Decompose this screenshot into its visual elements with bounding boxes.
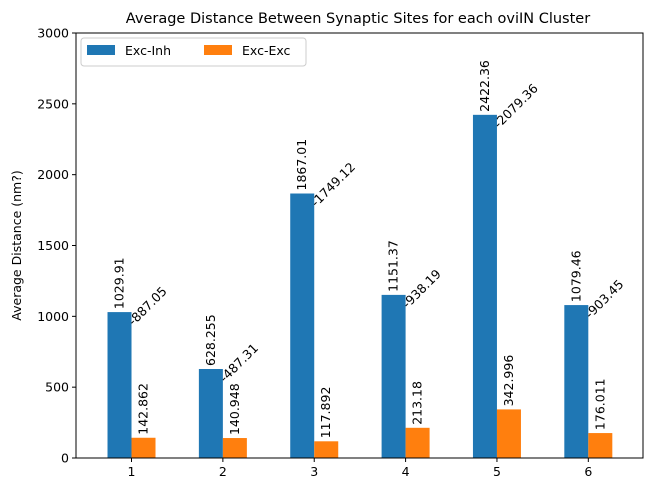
bar-exc-exc-2 [222,438,247,458]
x-tick-label-4: 4 [402,464,410,479]
legend-swatch-exc-inh [87,45,115,55]
x-tick-label-2: 2 [219,464,227,479]
x-tick-label-5: 5 [493,464,501,479]
data-label-exc-exc-4: 213.18 [410,381,425,425]
y-tick-label-1500: 1500 [37,238,69,253]
bar-exc-exc-4 [405,427,430,458]
bar-exc-inh-6 [564,305,589,458]
data-label-exc-exc-1: 142.862 [136,383,151,435]
data-label-exc-inh-4: 1151.37 [386,240,401,292]
bar-exc-exc-3 [314,441,339,458]
data-label-exc-exc-5: 342.996 [501,355,516,407]
data-label-exc-exc-6: 176.011 [592,378,607,430]
bar-exc-inh-3 [290,193,315,459]
y-tick-label-500: 500 [45,380,69,395]
x-tick-label-1: 1 [128,464,136,479]
bar-exc-exc-6 [588,433,613,458]
legend-label-exc-exc: Exc-Exc [242,43,291,58]
bar-exc-inh-5 [472,114,497,458]
data-label-exc-inh-5: 2422.36 [477,60,492,112]
legend-box [80,37,307,67]
plot-frame [75,32,644,459]
y-tick-label-3000: 3000 [37,26,69,41]
difference-label-2: -487.31 [216,340,261,385]
bar-exc-exc-1 [131,437,156,458]
difference-label-4: -938.19 [399,266,444,311]
chart-title: Average Distance Between Synaptic Sites … [126,11,590,27]
y-tick-label-2500: 2500 [37,96,69,111]
data-label-exc-inh-2: 628.255 [203,314,218,366]
data-label-exc-inh-1: 1029.91 [112,257,127,309]
legend: Exc-Inh Exc-Exc [80,37,307,67]
legend-swatch-exc-exc [204,45,232,55]
difference-label-1: -887.05 [125,283,170,328]
y-axis-label: Average Distance (nm?) [9,170,24,320]
bar-exc-inh-4 [381,294,406,458]
bar-exc-inh-2 [198,368,223,458]
data-label-exc-inh-3: 1867.01 [294,139,309,191]
difference-label-3: -1749.12 [308,159,358,209]
data-label-exc-exc-2: 140.948 [227,383,242,435]
x-tick-label-6: 6 [584,464,592,479]
difference-label-6: -903.45 [582,276,627,321]
y-tick-label-1000: 1000 [37,309,69,324]
data-label-exc-inh-6: 1079.46 [568,250,583,302]
bar-exc-exc-5 [496,409,521,458]
y-tick-label-2000: 2000 [37,167,69,182]
y-tick-label-0: 0 [61,451,69,466]
difference-label-5: -2079.36 [490,81,540,131]
x-tick-label-3: 3 [310,464,318,479]
legend-label-exc-inh: Exc-Inh [125,43,171,58]
bar-exc-inh-1 [107,312,132,458]
data-label-exc-exc-3: 117.892 [318,387,333,439]
